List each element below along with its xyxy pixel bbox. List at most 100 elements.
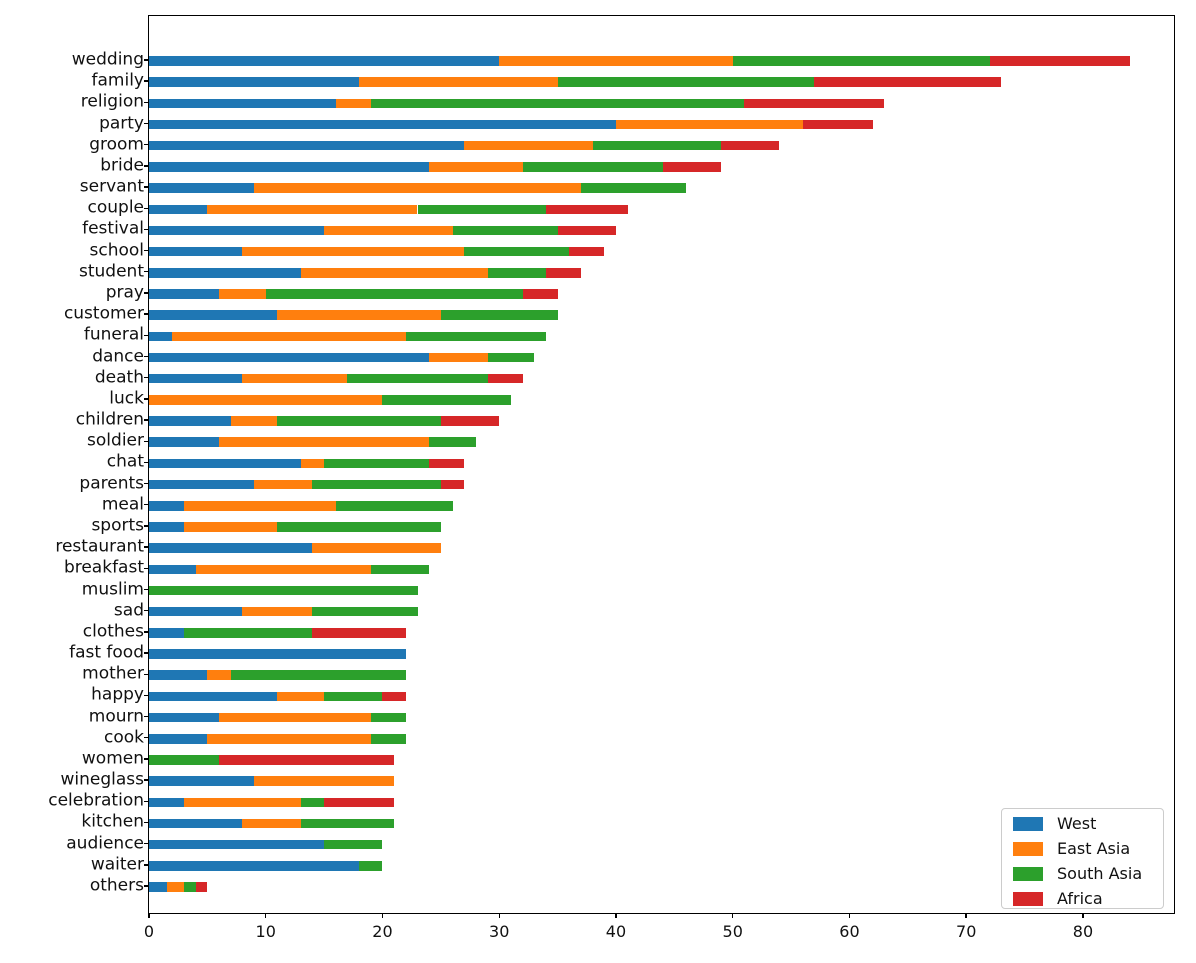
bar-segment-south-asia (580, 183, 686, 193)
plot-area (148, 15, 1175, 914)
bar-segment-east-asia (184, 797, 301, 808)
bar-row-fast-food (149, 649, 1174, 659)
bar-segment-south-asia (312, 479, 441, 490)
bar-segment-south-asia (324, 458, 430, 469)
bar-row-muslim (149, 585, 1174, 596)
bar-segment-west (149, 797, 185, 808)
legend: West East Asia South Asia Africa (1001, 808, 1164, 909)
bar-segment-west (149, 352, 430, 363)
legend-swatch-africa-icon (1013, 892, 1043, 906)
bar-segment-south-asia (149, 755, 220, 765)
y-tick-mark (144, 525, 148, 527)
bar-segment-south-asia (324, 839, 383, 850)
bar-segment-africa (989, 56, 1130, 66)
bar-row-sad (149, 606, 1174, 617)
bar-row-pray (149, 289, 1174, 299)
y-axis-label-family: family (91, 70, 144, 91)
y-tick-mark (144, 885, 148, 887)
x-tick-mark (732, 913, 734, 918)
bar-segment-africa (557, 225, 616, 236)
bar-segment-east-asia (499, 56, 733, 66)
bar-row-audience (149, 839, 1174, 850)
bar-row-wineglass (149, 776, 1174, 786)
y-tick-mark (144, 546, 148, 548)
bar-row-waiter (149, 861, 1174, 871)
bar-segment-west (149, 225, 325, 236)
bar-segment-south-asia (487, 352, 535, 363)
x-tick-mark (615, 913, 617, 918)
x-tick-mark (848, 913, 851, 918)
bar-segment-west (149, 246, 243, 257)
y-tick-mark (144, 461, 148, 464)
y-tick-mark (144, 271, 148, 273)
bar-segment-east-asia (312, 543, 441, 553)
bar-segment-africa (219, 755, 395, 765)
legend-item-africa: Africa (1013, 891, 1103, 907)
y-tick-mark (144, 715, 148, 718)
bar-row-others (149, 882, 1174, 892)
bar-segment-south-asia (347, 373, 488, 384)
y-tick-mark (144, 673, 148, 675)
bar-segment-africa (814, 77, 1002, 87)
bar-segment-africa (324, 797, 395, 808)
y-tick-mark (144, 779, 148, 781)
y-tick-mark (144, 207, 148, 209)
y-tick-mark (144, 398, 148, 400)
legend-label: Africa (1057, 889, 1103, 908)
y-axis-label-groom: groom (89, 134, 144, 155)
bar-segment-africa (522, 289, 558, 299)
x-tick-label-10: 10 (255, 922, 276, 941)
bar-segment-east-asia (219, 712, 371, 723)
bar-segment-south-asia (184, 882, 196, 892)
bar-row-death (149, 373, 1174, 384)
x-tick-mark (1082, 913, 1084, 918)
bar-segment-south-asia (312, 606, 418, 617)
y-axis-label-children: children (75, 409, 144, 430)
bar-segment-south-asia (417, 204, 546, 214)
y-tick-mark (144, 567, 148, 569)
legend-item-east-asia: East Asia (1013, 841, 1130, 857)
y-axis-label-student: student (79, 261, 144, 282)
bar-segment-africa (440, 479, 465, 490)
bar-row-religion (149, 98, 1174, 109)
x-tick-mark (498, 913, 500, 918)
bar-segment-south-asia (429, 437, 476, 447)
y-axis-label-mother: mother (82, 663, 144, 684)
y-tick-mark (144, 355, 148, 358)
bar-segment-west (149, 691, 278, 702)
bar-segment-south-asia (277, 416, 441, 426)
y-axis-label-women: women (81, 748, 144, 769)
bar-row-children (149, 416, 1174, 426)
y-axis-label-sports: sports (91, 515, 144, 536)
bar-segment-africa (487, 373, 523, 384)
bar-row-meal (149, 501, 1174, 511)
bar-segment-west (149, 437, 220, 447)
bar-row-groom (149, 140, 1174, 151)
bar-segment-west (149, 416, 231, 426)
y-tick-mark (144, 292, 148, 294)
bar-row-chat (149, 458, 1174, 469)
bar-segment-africa (545, 204, 628, 214)
bar-segment-east-asia (254, 183, 581, 193)
bar-row-celebration (149, 797, 1174, 808)
y-tick-mark (144, 122, 148, 125)
y-axis-label-party: party (99, 113, 144, 134)
bar-segment-west (149, 628, 185, 638)
bar-segment-east-asia (254, 479, 313, 490)
bar-row-wedding (149, 56, 1174, 66)
bar-segment-south-asia (300, 818, 395, 829)
bar-segment-south-asia (265, 289, 523, 299)
bar-row-customer (149, 310, 1174, 320)
bar-row-mother (149, 670, 1174, 680)
bar-row-mourn (149, 712, 1174, 723)
y-axis-label-restaurant: restaurant (55, 536, 144, 557)
bar-row-breakfast (149, 564, 1174, 575)
bar-segment-west (149, 839, 325, 850)
y-tick-mark (144, 609, 148, 612)
bar-segment-east-asia (184, 522, 278, 532)
bar-segment-west (149, 373, 243, 384)
bar-segment-east-asia (166, 882, 184, 892)
y-tick-mark (144, 440, 148, 442)
bar-segment-west (149, 183, 255, 193)
bar-row-parents (149, 479, 1174, 490)
